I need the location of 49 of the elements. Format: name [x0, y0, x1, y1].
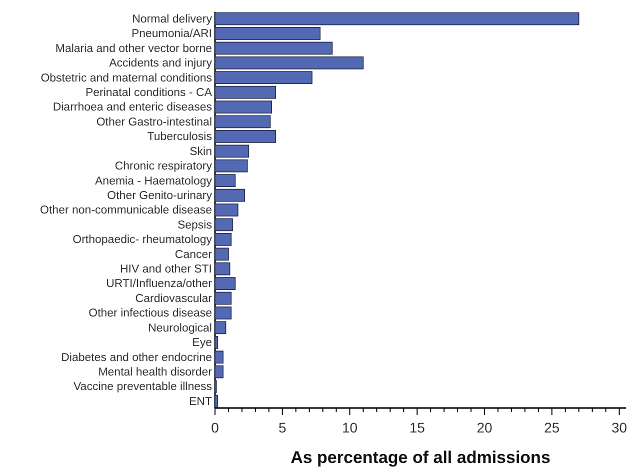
y-tick-label: ENT [189, 396, 212, 408]
bar [214, 306, 232, 320]
y-tick-label: Neurological [148, 322, 212, 334]
y-tick-label: Orthopaedic- rheumatology [72, 234, 212, 246]
bar [214, 188, 246, 202]
y-tick-label: Tuberculosis [147, 131, 212, 144]
y-tick-label: Diabetes and other endocrine [61, 352, 212, 364]
bar [214, 218, 233, 232]
y-tick-label: Other Genito-urinary [107, 190, 212, 202]
y-tick-label: Cardiovascular [135, 292, 212, 305]
x-tick-label: 25 [544, 419, 560, 436]
bar [214, 27, 321, 40]
y-tick-label: Skin [190, 146, 212, 158]
bar [214, 204, 238, 216]
y-tick-label: Obstetric and maternal conditions [40, 72, 212, 84]
x-tick-label: 15 [409, 419, 426, 436]
bar [214, 321, 226, 334]
bar [214, 86, 276, 99]
bar [214, 100, 272, 114]
y-tick-label: HIV and other STI [120, 264, 212, 276]
x-tick-label: 0 [211, 419, 220, 436]
y-tick-label: Cancer [174, 248, 212, 261]
x-tick-label: 10 [342, 419, 358, 436]
y-tick-label: Eye [192, 337, 212, 350]
x-tick-label: 20 [476, 419, 493, 436]
x-axis-title: As percentage of all admissions [290, 448, 550, 467]
bar [214, 12, 580, 26]
y-tick-label: Other non-communicable disease [40, 204, 212, 217]
y-tick-label: Perinatal conditions - CA [85, 87, 212, 99]
y-tick-label: Pneumonia/ARI [131, 28, 212, 40]
bar [214, 292, 232, 305]
y-tick-label: Normal delivery [132, 13, 212, 26]
y-tick-label: Malaria and other vector borne [55, 42, 212, 55]
y-tick-label: Chronic respiratory [114, 160, 212, 173]
bar [214, 115, 271, 128]
x-tick-label: 5 [278, 419, 286, 436]
bar [214, 394, 218, 408]
y-tick-label: Other infectious disease [88, 308, 212, 320]
y-tick-label: Sepsis [177, 219, 212, 232]
bar [214, 42, 333, 55]
y-tick-label: URTI/Influenza/other [106, 278, 212, 290]
y-tick-label: Vaccine preventable illness [73, 381, 212, 394]
y-tick-label: Accidents and injury [109, 58, 212, 70]
y-tick-label: Other Gastro-intestinal [96, 116, 212, 128]
bar [214, 365, 224, 378]
y-tick-label: Diarrhoea and enteric diseases [52, 102, 212, 114]
y-tick-label: Anemia - Haematology [95, 175, 212, 188]
y-tick-label: Mental health disorder [98, 366, 212, 378]
x-tick-label: 30 [611, 419, 628, 436]
